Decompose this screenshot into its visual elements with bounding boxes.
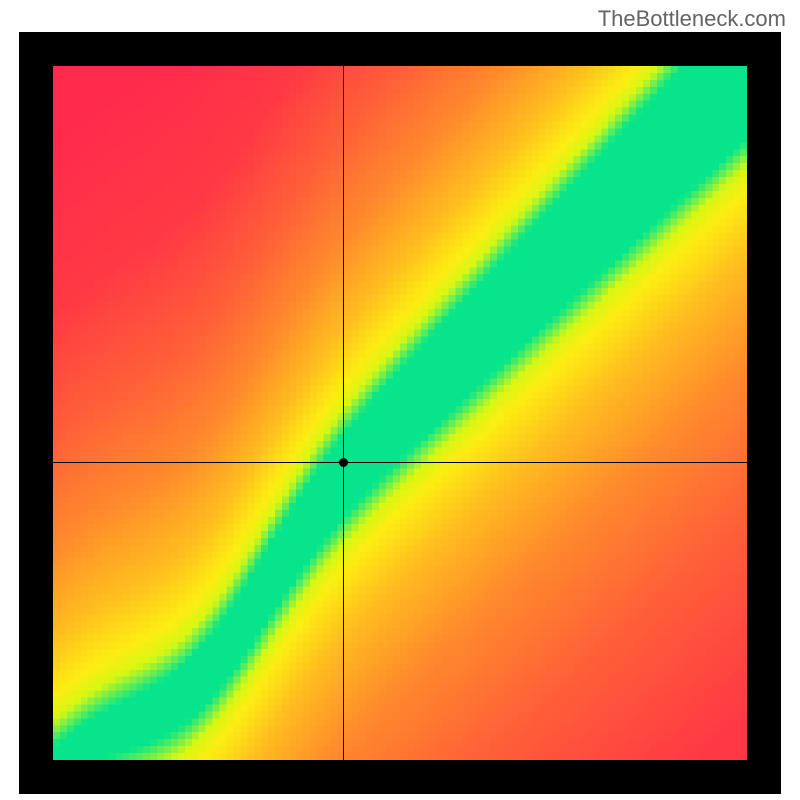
heatmap-plot	[53, 66, 747, 760]
chart-container: TheBottleneck.com	[0, 0, 800, 800]
watermark-text: TheBottleneck.com	[598, 6, 786, 32]
crosshair-vertical	[343, 66, 344, 760]
crosshair-horizontal	[53, 462, 747, 463]
